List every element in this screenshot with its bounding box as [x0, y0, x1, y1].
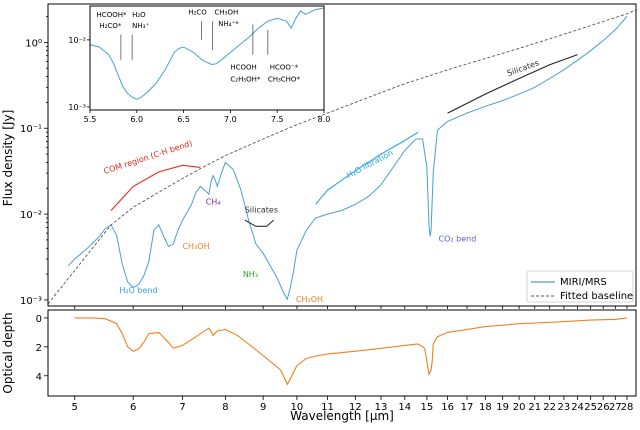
feature-label: CO₂ bend [439, 234, 477, 243]
xtick-label: 11 [321, 402, 334, 413]
feature-label: COM region (C-H bend) [103, 139, 194, 176]
xtick-label: 20 [513, 402, 526, 413]
xtick-label: 22 [543, 402, 556, 413]
inset-panel: 5.5 6.0 6.5 7.0 7.5 8.0 10⁻³ 10⁻² HCOOH* H₂CO* H₂… [68, 5, 331, 124]
legend-label-baseline: Fitted baseline [560, 291, 633, 302]
xtick-label: 19 [496, 402, 509, 413]
feature-label: Silicates [245, 205, 278, 214]
xtick-label: 14 [398, 402, 411, 413]
inset-xtick-label: 7.5 [271, 115, 284, 124]
bottom-ytick-label: 0 [36, 314, 42, 325]
inset-feature-label: CH₃OH [214, 8, 238, 16]
inset-ytick-label: 10⁻² [68, 36, 86, 45]
xtick-label: 23 [558, 402, 571, 413]
inset-feature-label: C₂H₅OH* [230, 75, 261, 83]
main-ytick-label: 10⁻¹ [20, 124, 42, 135]
xtick-label: 12 [349, 402, 362, 413]
xtick-label: 16 [441, 402, 454, 413]
xtick-label: 27 [609, 402, 622, 413]
optical-depth-line [74, 317, 628, 386]
xtick-label: 15 [421, 402, 434, 413]
feature-label: Silicates [506, 58, 540, 78]
feature-label: H₂O bend [119, 286, 157, 295]
xtick-label: 8 [222, 402, 228, 413]
main-frame [47, 3, 637, 307]
inset-frame [89, 5, 325, 111]
bottom-series [74, 317, 628, 386]
inset-xtick-label: 7.0 [224, 115, 237, 124]
fitted-baseline-line [47, 9, 637, 305]
feature-label: NH₃ [243, 270, 258, 279]
inset-feature-label: H₂O [132, 11, 146, 19]
feature-label: CH₃OH [182, 242, 209, 251]
inset-xtick-label: 6.5 [177, 115, 190, 124]
bottom-ytick-label: 4 [36, 372, 42, 383]
feature-label: CH₃OH [296, 295, 323, 304]
inset-feature-label: CH₃CHO* [268, 75, 301, 83]
xtick-label: 9 [260, 402, 266, 413]
inset-feature-label: HCOO⁻* [270, 64, 299, 72]
legend-frame [526, 270, 634, 303]
feature-arc [244, 219, 275, 227]
xtick-label: 6 [130, 402, 136, 413]
inset-spectrum-line [89, 7, 325, 100]
main-series [47, 9, 637, 305]
bottom-ylabel: Optical depth [1, 312, 15, 393]
xtick-label: 10 [291, 402, 304, 413]
inset-feature-label: HCOOH [230, 64, 256, 72]
inset-feature-label: NH₃⁺ [132, 22, 149, 30]
inset-ytick-label: 10⁻³ [68, 103, 86, 112]
inset-feature-label: H₂CO [188, 8, 207, 16]
xtick-label: 25 [584, 402, 597, 413]
feature-arc [315, 131, 419, 205]
xtick-label: 28 [621, 402, 634, 413]
feature-arc [447, 54, 578, 114]
inset-feature-label: HCOOH* [97, 11, 127, 19]
legend-label-miri: MIRI/MRS [560, 277, 607, 288]
inset-xtick-label: 6.0 [130, 115, 143, 124]
legend: MIRI/MRS Fitted baseline [526, 270, 634, 303]
xtick-label: 24 [571, 402, 584, 413]
xtick-label: 18 [479, 402, 492, 413]
bottom-frame [47, 309, 637, 397]
xlabel: Wavelength [μm] [290, 409, 394, 423]
xtick-label: 5 [72, 402, 78, 413]
feature-arc [110, 164, 201, 211]
feature-label: CH₄ [206, 197, 221, 206]
inset-feature-label: NH₄⁺* [218, 20, 239, 28]
inset-background [90, 6, 324, 110]
inset-xtick-label: 5.5 [84, 115, 97, 124]
inset-feature-label: H₂CO* [99, 22, 121, 30]
main-ytick-label: 10⁰ [25, 38, 42, 49]
xtick-label: 21 [528, 402, 541, 413]
xtick-label: 26 [597, 402, 610, 413]
main-ytick-label: 10⁻³ [20, 296, 42, 307]
inset-series [89, 7, 325, 100]
main-ylabel: Flux density [Jy] [1, 110, 15, 207]
bottom-ytick-label: 2 [36, 343, 42, 354]
inset-annotations: HCOOH* H₂CO* H₂O NH₃⁺ H₂CO CH₃OH NH₄⁺* HCOOH C₂H… [97, 8, 301, 83]
xtick-label: 7 [179, 402, 185, 413]
inset-xtick-label: 8.0 [318, 115, 331, 124]
xtick-label: 17 [461, 402, 474, 413]
main-ytick-label: 10⁻² [20, 210, 42, 221]
miri-spectrum-line [67, 16, 628, 301]
xtick-label: 13 [375, 402, 388, 413]
